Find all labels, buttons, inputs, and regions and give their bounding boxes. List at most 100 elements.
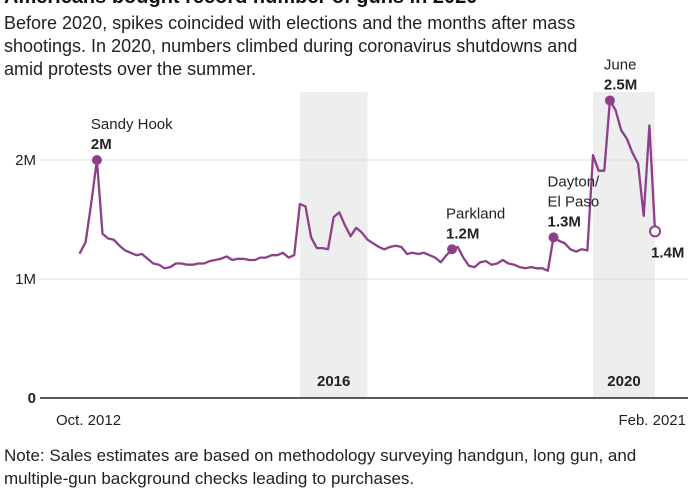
data-point: [581, 248, 583, 250]
data-point: [333, 216, 335, 218]
data-point: [225, 255, 228, 257]
annotation-value: 2M: [91, 136, 112, 153]
data-point: [372, 242, 374, 244]
annotation-value: 2.5M: [604, 77, 637, 94]
data-point: [180, 262, 183, 265]
data-point: [220, 258, 222, 260]
data-point: [575, 251, 577, 253]
data-point: [248, 259, 250, 261]
data-point: [338, 211, 340, 213]
data-point: [395, 245, 397, 247]
data-point: [440, 261, 442, 263]
data-point: [141, 253, 143, 255]
data-point: [310, 236, 312, 238]
data-point: [321, 247, 324, 249]
data-point: [479, 261, 481, 263]
data-point: [445, 254, 448, 256]
data-point: [457, 246, 459, 248]
line-chart: 2016 2020 0 1M 2M Oct. 2012 Feb. 2021 2M Sandy…: [15, 57, 688, 429]
data-point: [643, 215, 645, 217]
annotations: 2M Sandy Hook 1.2M Parkland 1.3M Dayton/El Pa…: [91, 57, 684, 262]
annotation-value: 1.4M: [651, 244, 684, 261]
data-point: [147, 258, 149, 260]
data-point: [378, 246, 380, 248]
data-point: [598, 170, 600, 172]
annotation-marker: [447, 244, 458, 255]
annotation-name: Dayton/: [548, 173, 601, 190]
data-point: [237, 258, 239, 260]
annotation-marker: [604, 95, 615, 106]
data-point: [496, 262, 498, 265]
data-point: [558, 240, 560, 242]
data-point: [231, 259, 233, 261]
chart-subtitle: Before 2020, spikes coincided with elect…: [4, 13, 578, 79]
data-point: [389, 246, 391, 248]
data-point: [203, 262, 205, 265]
data-point: [428, 254, 431, 256]
data-point: [299, 203, 301, 205]
data-point: [118, 245, 121, 247]
data-point: [265, 256, 267, 259]
data-point: [316, 247, 318, 249]
annotation-marker: [548, 232, 559, 243]
data-point: [214, 259, 216, 261]
data-point: [423, 252, 425, 254]
data-point: [344, 224, 346, 227]
data-point: [513, 264, 515, 266]
annotation-name: El Paso: [548, 193, 600, 210]
data-point: [287, 256, 290, 259]
data-point: [490, 264, 493, 266]
shaded-periods: 2016 2020: [299, 92, 655, 398]
data-point: [411, 252, 414, 254]
data-point: [434, 256, 436, 259]
data-point: [197, 262, 199, 265]
data-point: [400, 246, 402, 248]
data-point: [536, 267, 538, 269]
data-point: [293, 254, 295, 256]
data-point: [502, 259, 504, 261]
data-point: [113, 239, 115, 241]
data-point: [349, 235, 352, 237]
data-point: [547, 270, 549, 272]
x-tick-label: Feb. 2021: [618, 412, 686, 429]
y-tick-label: 1M: [15, 271, 36, 288]
data-point: [648, 124, 650, 127]
data-point: [135, 254, 137, 256]
axis-labels: 0 1M 2M Oct. 2012 Feb. 2021: [15, 152, 686, 429]
annotation-name: Parkland: [446, 205, 505, 222]
shaded-period-2020: [592, 92, 655, 398]
annotation-value: 1.2M: [446, 225, 479, 242]
data-point: [304, 205, 307, 208]
data-point: [603, 170, 605, 172]
data-point: [259, 256, 261, 259]
data-point: [107, 237, 109, 240]
data-point: [474, 266, 476, 268]
data-point: [530, 266, 532, 268]
data-point: [468, 265, 470, 267]
data-point: [209, 260, 211, 262]
data-point: [462, 256, 464, 259]
data-point: [366, 239, 369, 241]
data-point: [569, 248, 572, 250]
data-point: [79, 252, 81, 254]
data-point: [637, 162, 639, 165]
data-point: [163, 267, 166, 269]
shaded-period-label: 2020: [607, 373, 640, 390]
data-point: [90, 202, 92, 204]
data-point: [406, 253, 408, 255]
data-point: [614, 109, 617, 111]
data-point: [282, 252, 284, 254]
data-point: [519, 266, 521, 268]
annotation-marker: [649, 225, 661, 238]
data-point: [130, 252, 132, 254]
data-point: [507, 262, 510, 265]
data-point: [169, 266, 171, 268]
annotation-value: 1.3M: [548, 213, 581, 230]
data-point: [361, 231, 363, 234]
data-point: [485, 260, 487, 262]
data-point: [586, 249, 588, 252]
data-point: [626, 137, 628, 140]
data-point: [541, 267, 543, 269]
data-point: [631, 152, 634, 154]
data-point: [592, 154, 594, 156]
